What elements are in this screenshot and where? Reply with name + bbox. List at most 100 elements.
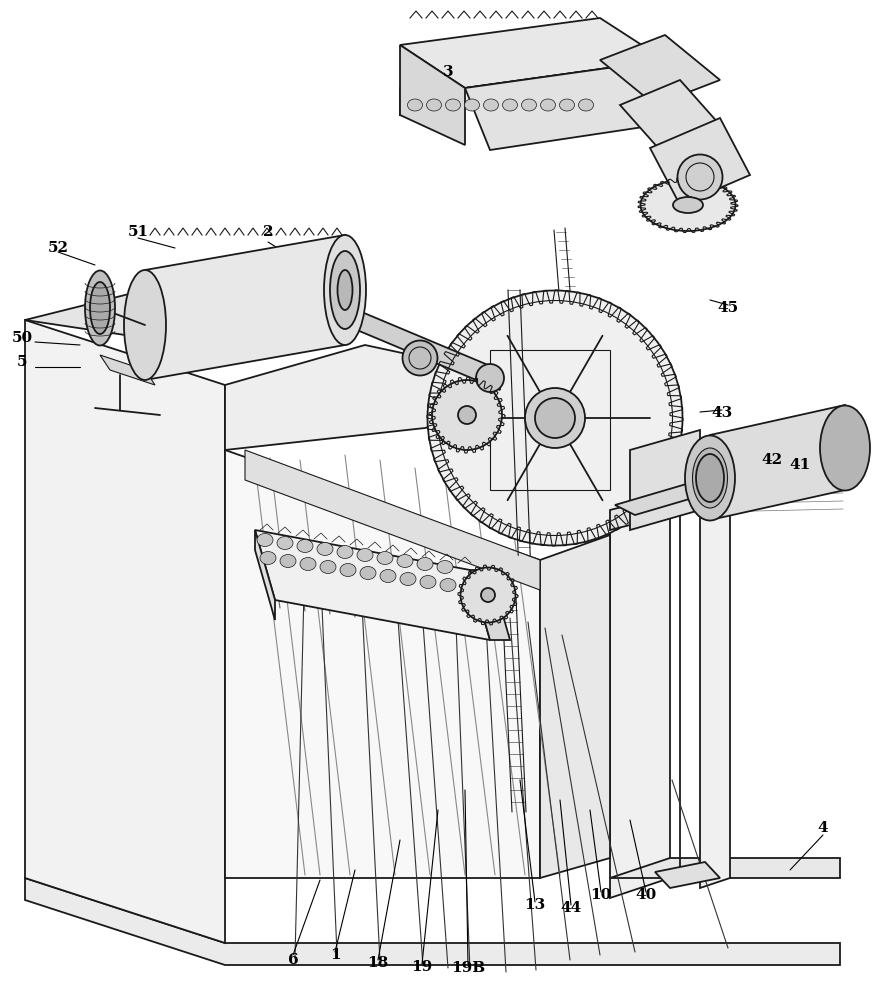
Ellipse shape	[377, 552, 393, 564]
Ellipse shape	[693, 448, 728, 508]
Ellipse shape	[525, 388, 585, 448]
Ellipse shape	[437, 560, 453, 574]
Text: 52: 52	[47, 241, 68, 255]
Text: 45: 45	[717, 301, 738, 315]
Text: 2: 2	[263, 225, 274, 239]
Ellipse shape	[380, 570, 396, 582]
Text: 43: 43	[711, 406, 732, 420]
Ellipse shape	[337, 546, 353, 558]
Polygon shape	[100, 355, 155, 385]
Text: 10: 10	[590, 888, 611, 902]
Ellipse shape	[685, 436, 735, 520]
Polygon shape	[710, 405, 845, 520]
Ellipse shape	[465, 99, 480, 111]
Polygon shape	[610, 858, 840, 878]
Ellipse shape	[297, 540, 313, 552]
Ellipse shape	[280, 554, 296, 568]
Text: 42: 42	[761, 453, 782, 467]
Ellipse shape	[417, 558, 433, 570]
Text: 19: 19	[411, 960, 432, 974]
Ellipse shape	[400, 572, 416, 585]
Ellipse shape	[360, 566, 376, 580]
Polygon shape	[465, 60, 690, 150]
Polygon shape	[25, 320, 225, 943]
Text: 5: 5	[17, 355, 27, 369]
Ellipse shape	[124, 270, 166, 380]
Ellipse shape	[324, 235, 366, 345]
Ellipse shape	[503, 99, 517, 111]
Ellipse shape	[426, 99, 441, 111]
Polygon shape	[345, 305, 500, 390]
Ellipse shape	[340, 564, 356, 576]
Ellipse shape	[640, 179, 736, 231]
Polygon shape	[610, 460, 690, 488]
Ellipse shape	[300, 558, 316, 570]
Ellipse shape	[673, 197, 703, 213]
Ellipse shape	[820, 406, 870, 490]
Text: 41: 41	[789, 458, 810, 472]
Polygon shape	[255, 530, 490, 640]
Polygon shape	[655, 862, 720, 888]
Polygon shape	[615, 480, 720, 515]
Polygon shape	[630, 430, 700, 530]
Ellipse shape	[330, 251, 360, 329]
Text: 40: 40	[635, 888, 657, 902]
Polygon shape	[400, 18, 665, 88]
Text: 50: 50	[11, 331, 32, 345]
Text: 6: 6	[288, 953, 298, 967]
Ellipse shape	[260, 552, 276, 564]
Ellipse shape	[446, 99, 460, 111]
Text: 13: 13	[524, 898, 545, 912]
Text: 51: 51	[127, 225, 148, 239]
Ellipse shape	[696, 454, 724, 502]
Ellipse shape	[338, 270, 353, 310]
Ellipse shape	[420, 576, 436, 588]
Polygon shape	[225, 450, 540, 878]
Ellipse shape	[320, 560, 336, 574]
Polygon shape	[470, 570, 510, 640]
Ellipse shape	[522, 99, 537, 111]
Polygon shape	[145, 235, 345, 380]
Ellipse shape	[540, 99, 555, 111]
Polygon shape	[245, 450, 540, 590]
Text: 19B: 19B	[451, 961, 485, 975]
Ellipse shape	[90, 282, 110, 334]
Ellipse shape	[560, 99, 574, 111]
Ellipse shape	[397, 554, 413, 568]
Ellipse shape	[535, 398, 575, 438]
Ellipse shape	[460, 568, 516, 622]
Ellipse shape	[403, 340, 438, 375]
Ellipse shape	[317, 542, 333, 556]
Polygon shape	[700, 490, 730, 888]
Ellipse shape	[257, 534, 273, 546]
Ellipse shape	[458, 406, 476, 424]
Ellipse shape	[440, 578, 456, 591]
Polygon shape	[540, 535, 610, 878]
Ellipse shape	[579, 99, 594, 111]
Ellipse shape	[678, 154, 723, 200]
Ellipse shape	[481, 588, 495, 602]
Polygon shape	[610, 475, 750, 530]
Polygon shape	[225, 345, 565, 450]
Text: 44: 44	[560, 901, 581, 915]
Ellipse shape	[427, 290, 682, 546]
Polygon shape	[25, 878, 840, 965]
Text: 18: 18	[367, 956, 389, 970]
Polygon shape	[610, 480, 670, 898]
Text: 1: 1	[330, 948, 340, 962]
Polygon shape	[400, 45, 465, 145]
Polygon shape	[400, 60, 665, 115]
Ellipse shape	[476, 364, 504, 392]
Ellipse shape	[277, 536, 293, 550]
Polygon shape	[25, 290, 365, 350]
Ellipse shape	[408, 99, 423, 111]
Ellipse shape	[483, 99, 498, 111]
Ellipse shape	[357, 548, 373, 562]
Text: 3: 3	[443, 65, 453, 79]
Ellipse shape	[85, 270, 115, 346]
Polygon shape	[255, 530, 275, 620]
Polygon shape	[600, 35, 720, 105]
Text: 4: 4	[817, 821, 828, 835]
Ellipse shape	[432, 380, 502, 450]
Polygon shape	[650, 118, 750, 205]
